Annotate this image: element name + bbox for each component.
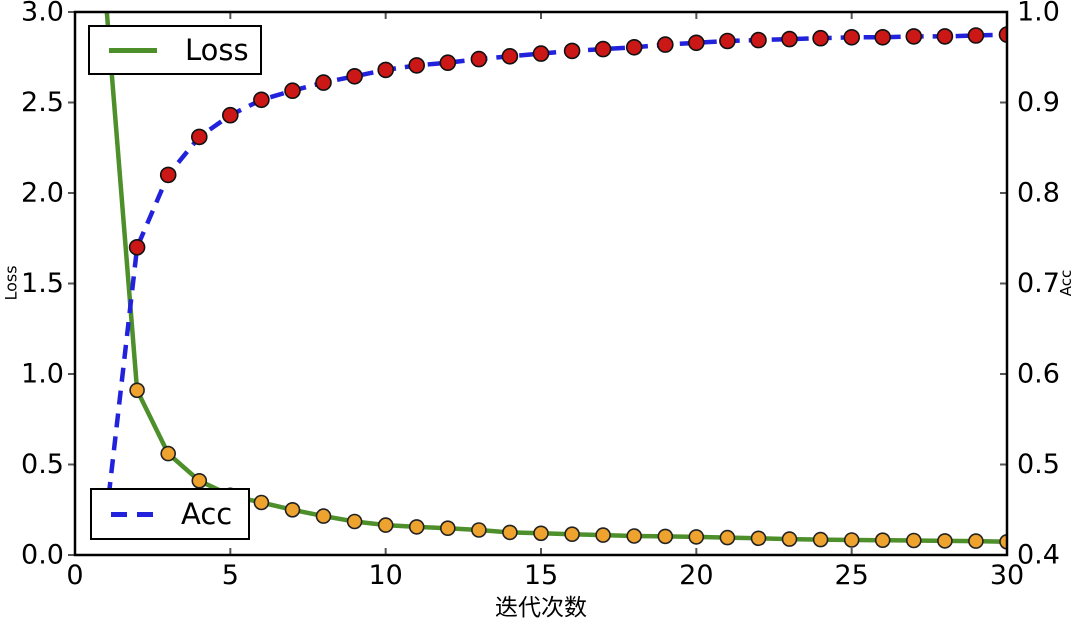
loss-marker <box>812 531 829 548</box>
loss-marker <box>595 527 611 543</box>
acc-marker <box>128 239 146 256</box>
acc-marker <box>159 166 177 184</box>
loss-marker <box>191 472 208 489</box>
loss-marker <box>284 501 301 518</box>
x-tick-label: 20 <box>679 560 713 591</box>
legend-acc-label: Acc <box>181 496 233 531</box>
y-left-tick-label: 1.5 <box>21 268 64 299</box>
loss-marker <box>968 533 984 549</box>
y-right-tick-label: 0.6 <box>1017 359 1060 390</box>
acc-marker <box>812 29 829 47</box>
y-right-tick-label: 0.7 <box>1017 268 1060 299</box>
y-left-tick-label: 0.5 <box>21 449 64 480</box>
legend-loss-label: Loss <box>185 32 249 67</box>
acc-marker <box>967 27 985 44</box>
loss-marker <box>377 517 394 533</box>
y-right-tick-label: 0.4 <box>1017 540 1060 571</box>
loss-marker <box>253 494 270 511</box>
acc-marker <box>750 31 767 49</box>
acc-marker <box>594 40 612 58</box>
y-right-tick-label: 0.5 <box>1017 449 1060 480</box>
axes-frame <box>73 10 1009 557</box>
acc-marker <box>843 28 861 46</box>
y-left-tick-label: 3.0 <box>21 0 64 28</box>
y-right-tick-label: 0.9 <box>1017 87 1060 118</box>
x-tick-label: 30 <box>990 560 1024 591</box>
x-tick-label: 15 <box>524 560 558 591</box>
loss-marker <box>750 530 767 547</box>
tick-marks <box>68 11 1007 556</box>
acc-marker <box>222 106 239 124</box>
acc-marker <box>781 30 798 48</box>
loss-marker <box>781 531 798 547</box>
loss-marker <box>905 532 922 549</box>
acc-marker <box>470 50 488 68</box>
loss-marker <box>843 532 860 548</box>
y-right-tick-label: 1.0 <box>1017 0 1060 28</box>
loss-marker <box>937 533 953 549</box>
loss-marker <box>439 520 456 537</box>
loss-marker <box>688 529 705 545</box>
acc-dash-segment <box>111 511 127 517</box>
loss-marker <box>471 522 487 538</box>
acc-marker <box>874 28 892 46</box>
acc-marker <box>905 28 923 45</box>
y-left-tick-label: 2.0 <box>21 178 64 209</box>
acc-marker <box>936 28 954 45</box>
acc-marker <box>191 128 208 146</box>
series-loss <box>99 0 1007 550</box>
y-axis-label-loss: Loss <box>1 265 21 301</box>
loss-marker <box>129 382 145 399</box>
acc-marker <box>408 57 426 74</box>
loss-marker <box>408 519 425 535</box>
x-tick-label: 0 <box>66 560 83 591</box>
loss-marker <box>315 508 332 524</box>
x-tick-label: 10 <box>368 560 402 591</box>
acc-line-sample <box>111 511 153 517</box>
acc-marker <box>563 42 581 60</box>
acc-marker <box>284 82 301 99</box>
loss-marker <box>719 529 736 546</box>
loss-marker <box>160 445 176 462</box>
acc-marker <box>501 47 519 65</box>
loss-marker <box>502 524 518 541</box>
acc-marker <box>998 26 1007 43</box>
acc-marker <box>253 91 270 109</box>
acc-marker <box>532 45 550 62</box>
x-axis-label: 迭代次数 <box>495 595 587 621</box>
y-right-tick-label: 0.8 <box>1017 178 1060 209</box>
loss-marker <box>564 526 580 543</box>
y-axis-label-acc: Acc <box>1057 269 1075 297</box>
loss-marker <box>657 528 674 545</box>
loss-marker <box>999 534 1007 550</box>
acc-marker <box>377 61 395 79</box>
acc-marker <box>346 68 363 85</box>
acc-marker <box>656 36 674 53</box>
loss-marker <box>874 532 891 549</box>
legend-acc: Acc <box>90 488 250 540</box>
series-acc <box>97 26 1007 528</box>
acc-marker <box>315 74 332 91</box>
loss-marker <box>99 0 113 10</box>
x-tick-label: 5 <box>222 560 239 591</box>
y-left-tick-label: 2.5 <box>21 87 64 118</box>
loss-marker <box>626 528 643 544</box>
acc-marker <box>439 54 457 72</box>
acc-dash-segment <box>137 511 153 517</box>
loss-marker <box>533 525 549 542</box>
y-left-tick-label: 0.0 <box>21 540 64 571</box>
loss-line-sample <box>109 47 157 53</box>
loss-line <box>104 12 1007 545</box>
acc-marker <box>687 34 705 52</box>
x-tick-label: 25 <box>834 560 868 591</box>
y-left-tick-label: 1.0 <box>21 359 64 390</box>
acc-marker <box>719 32 736 50</box>
acc-line <box>103 32 1007 520</box>
loss-marker <box>346 513 363 530</box>
legend-loss: Loss <box>88 25 262 75</box>
acc-marker <box>625 38 643 56</box>
